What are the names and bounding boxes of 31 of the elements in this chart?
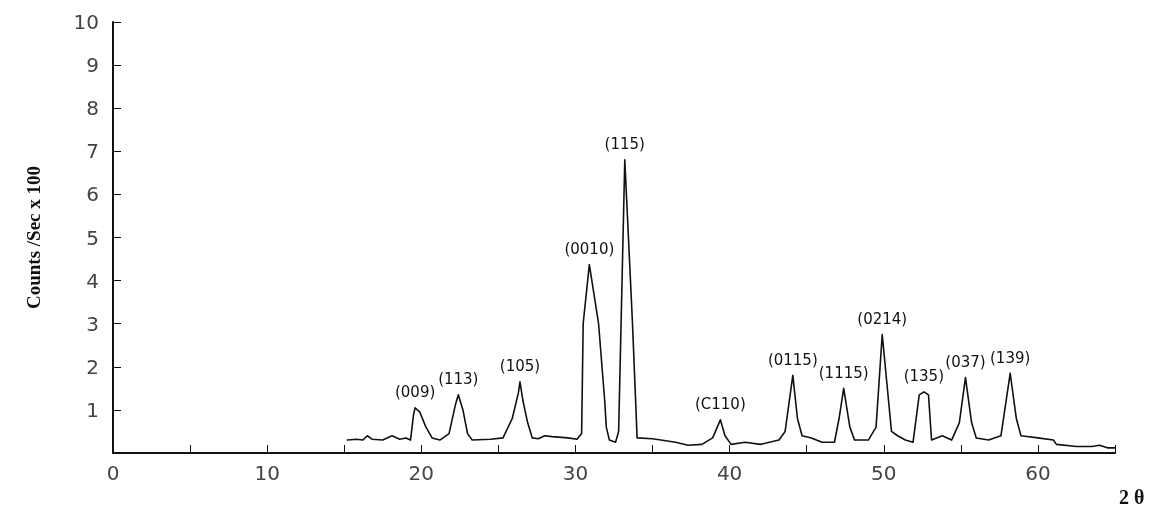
annotation: (139) [990,348,1031,367]
y-tick-label: 7 [86,139,99,164]
y-tick-label: 2 [86,354,99,379]
annotation: (0214) [857,309,908,328]
annotation: (C110) [694,395,746,414]
annotation: (135) [903,367,945,386]
annotation: (037) [945,353,986,372]
x-tick-label: 20 [408,461,435,485]
x-tick-label: 40 [716,461,743,485]
x-tick-label: 60 [1025,461,1051,485]
x-tick-label: 50 [871,461,897,485]
x-tick-label: 10 [254,461,280,485]
annotation: (115) [604,135,645,154]
y-tick-label: 8 [86,96,99,121]
y-axis-title: Counts /Sec x 100 [23,165,44,310]
x-tick-label: 30 [562,461,589,485]
annotation: (0010) [564,240,615,259]
annotation: (009) [394,383,436,402]
x-axis-title: 2 θ [1119,486,1145,508]
annotation: (105) [499,357,541,376]
y-tick-label: 6 [86,182,99,207]
y-tick-label: 5 [86,225,99,250]
y-tick-label: 1 [86,397,99,422]
x-tick-label: 0 [106,461,120,485]
annotation: (1115) [818,363,869,382]
y-tick-label: 3 [86,311,99,336]
annotation: (0115) [767,350,818,369]
y-tick-label: 4 [86,268,99,293]
y-tick-label: 9 [86,53,99,78]
y-tick-label: 10 [73,10,99,34]
annotation: (113) [438,370,479,389]
